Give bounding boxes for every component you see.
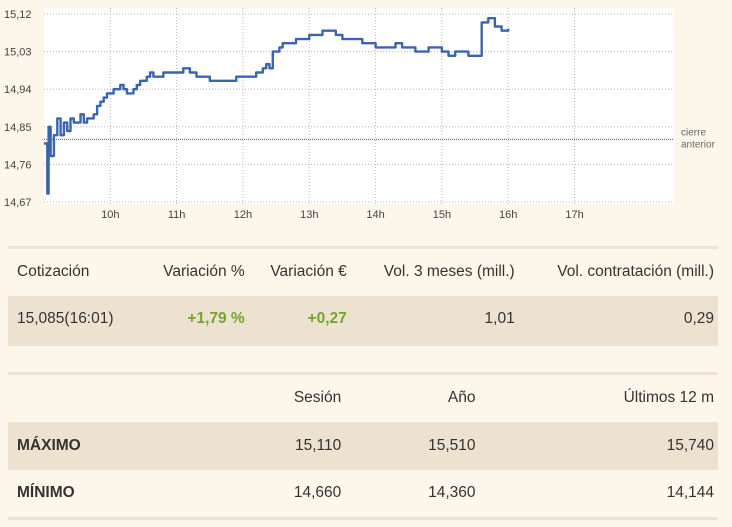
price-line [44,17,510,195]
minimo-ano: 14,360 [428,484,476,502]
minimo-12m: 14,144 [666,484,714,502]
y-tick-label: 14,67 [4,197,32,209]
y-tick-label: 15,03 [4,47,32,59]
x-tick-label: 13h [300,209,318,221]
maximo-ano: 15,510 [428,436,476,454]
previous-close-label: cierre [681,127,706,138]
header-variacion-pct: Variación % [163,263,245,281]
header-ultimos-12m: Últimos 12 m [623,389,714,407]
variation-eur-value: +0,27 [307,310,347,328]
minimo-row: MÍNIMO 14,660 14,360 14,144 [8,470,718,519]
x-tick-label: 16h [499,209,517,221]
y-tick-label: 14,94 [4,84,32,96]
y-tick-label: 14,85 [4,122,32,134]
vol-3m-value: 1,01 [484,310,515,328]
x-tick-label: 15h [433,209,451,221]
header-vol-3m: Vol. 3 meses (mill.) [383,263,515,281]
header-variacion-eur: Variación € [270,263,347,281]
header-vol-contratacion: Vol. contratación (mill.) [557,263,714,281]
minimo-sesion: 14,660 [293,484,342,502]
x-tick-label: 14h [366,209,384,221]
quote-table: Cotización Variación % Variación € Vol. … [8,246,718,346]
x-tick-label: 10h [101,209,119,221]
y-axis-ticks: 15,12 15,03 14,94 14,85 14,76 14,67 [4,9,32,209]
quote-data-row: 15,085(16:01) +1,79 % +0,27 1,01 0,29 [8,295,718,345]
minimo-label: MÍNIMO [17,484,75,502]
x-axis-ticks: 10h 11h 12h 13h 14h 15h 16h 17h [101,209,584,221]
maximo-row: MÁXIMO 15,110 15,510 15,740 [8,421,718,470]
header-empty [8,374,211,422]
quote-header-row: Cotización Variación % Variación € Vol. … [8,247,718,296]
maximo-12m: 15,740 [666,436,714,454]
range-header-row: Sesión Año Últimos 12 m [8,373,718,422]
range-table: Sesión Año Últimos 12 m MÁXIMO 15,110 15… [8,372,718,520]
variation-pct-value: +1,79 % [187,310,245,328]
x-tick-label: 17h [565,209,583,221]
previous-close-label: anterior [681,139,716,150]
header-cotizacion: Cotización [17,263,90,281]
x-tick-label: 12h [234,209,252,221]
price-series [44,17,510,195]
plot-area [44,8,674,204]
header-sesion: Sesión [293,389,342,407]
maximo-sesion: 15,110 [294,436,342,454]
maximo-label: MÁXIMO [17,436,81,454]
grid-lines [44,8,674,204]
header-ano: Año [447,389,476,407]
y-tick-label: 15,12 [4,9,32,21]
y-tick-label: 14,76 [4,159,32,171]
price-value: 15,085(16:01) [17,310,114,328]
vol-contratacion-value: 0,29 [683,310,714,328]
x-tick-label: 11h [168,209,186,221]
